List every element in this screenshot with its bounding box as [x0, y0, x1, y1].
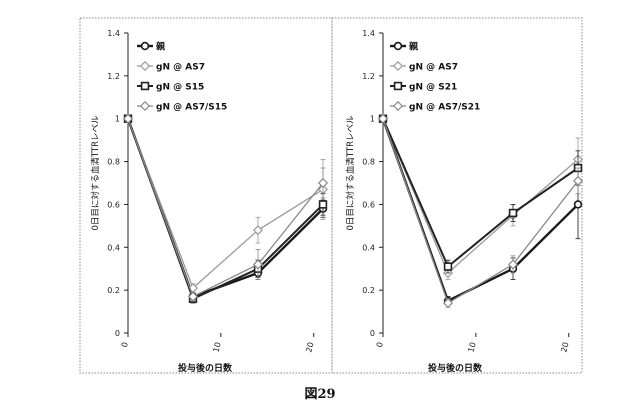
- charts-svg: 00.20.40.60.811.21.401020投与後の日数0日目に対する血清…: [0, 0, 640, 380]
- series-1: [125, 115, 327, 301]
- marker-4: [575, 201, 582, 208]
- x-tick-label: 10: [211, 341, 222, 353]
- y-tick-label: 0.6: [362, 200, 375, 209]
- marker-legend: [142, 83, 149, 90]
- legend-label: gN @ AS7/S21: [409, 103, 480, 113]
- series-4: [124, 115, 327, 301]
- series-4: [379, 115, 582, 308]
- x-tick-label: 0: [375, 341, 385, 348]
- y-axis-title: 0日目に対する血清TTRレベル: [90, 115, 101, 231]
- y-tick-label: 0.2: [107, 286, 120, 295]
- y-tick-label: 0: [370, 329, 375, 338]
- y-tick-label: 0.8: [107, 158, 120, 167]
- y-tick-label: 0.6: [107, 200, 120, 209]
- legend-label: gN @ AS7/S15: [156, 103, 227, 113]
- legend-label: 親: [156, 41, 165, 53]
- series-2: [124, 115, 327, 293]
- marker-legend: [394, 62, 402, 70]
- chart-1: 0 0.2 0.4 0.6 0.8 1 1.2 1.4 0 10 20 投与後の日数 0日目に対する血清…: [90, 29, 327, 374]
- x-tick-label: 0: [120, 341, 130, 348]
- x-axis-title: 投与後の日数: [428, 362, 483, 374]
- legend-label: gN @ AS7: [156, 63, 205, 73]
- chart-2: 0 0.2 0.4 0.6 0.8 1 1.2 1.4 0 10 20 投与後の日数 0日目に対する血清…: [345, 29, 582, 374]
- marker-3: [510, 210, 517, 217]
- legend: 親 gN @ AS7 gN @ S15 gN @ AS7/S15: [137, 41, 227, 113]
- y-tick-label: 1: [370, 115, 375, 124]
- marker-legend: [394, 102, 402, 110]
- legend-label: gN @ S15: [156, 83, 204, 93]
- y-tick-label: 0.4: [107, 243, 120, 252]
- x-tick-label: 10: [466, 341, 477, 353]
- y-tick-label: 0.4: [362, 243, 375, 252]
- y-tick-label: 0.2: [362, 286, 375, 295]
- y-tick-label: 0.8: [362, 158, 375, 167]
- marker-4: [320, 201, 327, 208]
- x-tick-label: 20: [304, 341, 315, 353]
- marker-legend: [142, 43, 149, 50]
- legend-label: 親: [409, 41, 418, 53]
- series-line: [383, 119, 578, 273]
- x-tick-label: 20: [559, 341, 570, 353]
- series-line: [128, 119, 323, 299]
- y-tick-label: 0: [115, 329, 120, 338]
- legend: 親 gN @ AS7 gN @ S21 gN @ AS7/S21: [390, 41, 480, 113]
- marker-2: [445, 263, 452, 270]
- y-axis-title: 0日目に対する血清TTRレベル: [345, 115, 356, 231]
- y-tick-label: 1: [115, 115, 120, 124]
- marker-legend: [395, 83, 402, 90]
- legend-label: gN @ S21: [409, 83, 457, 93]
- y-tick-label: 1.4: [107, 29, 120, 38]
- marker-legend: [141, 102, 149, 110]
- x-axis-title: 投与後の日数: [178, 362, 233, 374]
- y-tick-label: 1.2: [107, 72, 120, 81]
- series-line: [383, 119, 578, 303]
- series-line: [383, 119, 578, 301]
- series-3: [125, 115, 327, 303]
- series-line: [128, 119, 323, 288]
- legend-label: gN @ AS7: [409, 63, 458, 73]
- marker-legend: [395, 43, 402, 50]
- figure-29: 00.20.40.60.811.21.401020投与後の日数0日目に対する血清…: [0, 0, 640, 408]
- figure-caption: 図29: [0, 383, 640, 402]
- marker-legend: [141, 62, 149, 70]
- y-tick-label: 1.2: [362, 72, 375, 81]
- series-1: [380, 115, 582, 305]
- series-2: [379, 115, 582, 280]
- y-tick-label: 1.4: [362, 29, 375, 38]
